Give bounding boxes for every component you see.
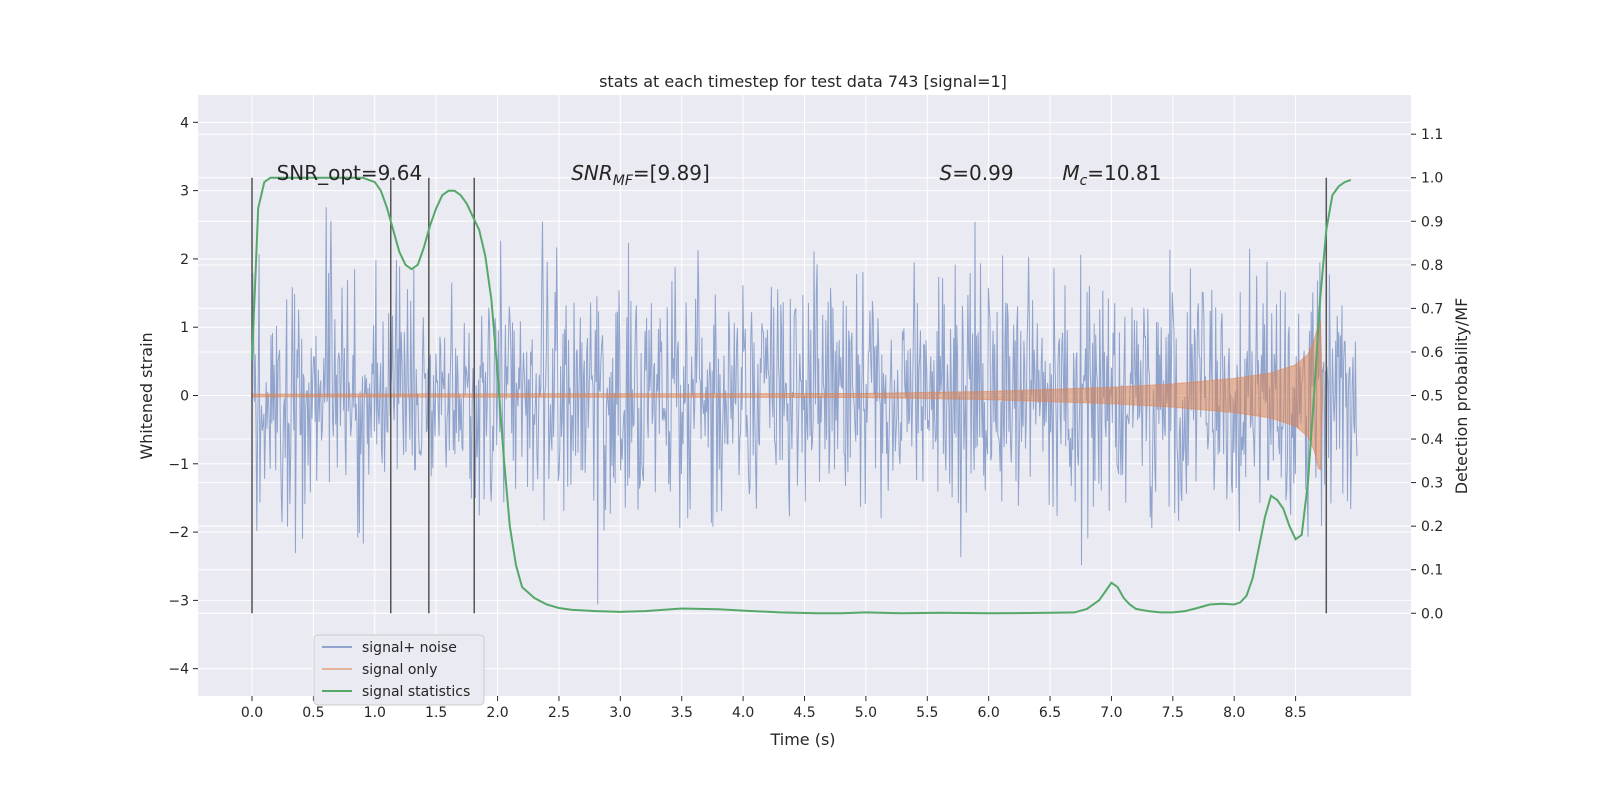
x-tick-label-5: 2.5 <box>548 705 570 721</box>
y2-tick-label-4: 0.7 <box>1421 301 1443 317</box>
y-tick-label-3: 1 <box>180 320 189 336</box>
y2-axis-label: Detection probability/MF <box>1452 298 1471 495</box>
y2-tick-label-5: 0.6 <box>1421 345 1443 361</box>
legend-label-signal-only: signal only <box>362 662 437 678</box>
annotation-3: Mc=10.81 <box>1062 161 1161 189</box>
x-tick-label-10: 5.0 <box>855 705 877 721</box>
signal-only-series <box>251 320 1324 471</box>
annotation-1: SNRMF=[9.89] <box>571 161 710 189</box>
legend-box <box>313 634 485 706</box>
x-axis-label: Time (s) <box>769 730 835 749</box>
x-tick-label-12: 6.0 <box>978 705 1000 721</box>
annotation-0: SNR_opt=9.64 <box>277 161 423 185</box>
y-tick-label-2: 2 <box>180 252 189 268</box>
y-tick-label-1: 3 <box>180 184 189 200</box>
legend-label-signal-noise: signal+ noise <box>362 640 457 656</box>
x-tick-label-14: 7.0 <box>1100 705 1122 721</box>
y2-tick-label-10: 0.1 <box>1421 563 1443 579</box>
y-tick-label-4: 0 <box>180 389 189 405</box>
y-axis-ticks: 4 3 2 1 0 −1 −2 −3 −4 <box>168 115 198 678</box>
x-tick-label-4: 2.0 <box>486 705 508 721</box>
x-tick-label-3: 1.5 <box>425 705 447 721</box>
signal-statistics-line <box>251 176 1352 615</box>
signal-only-band <box>251 320 1324 471</box>
y2-tick-label-9: 0.2 <box>1421 519 1443 535</box>
y-tick-label-7: −3 <box>168 593 189 609</box>
y-tick-label-8: −4 <box>168 662 189 678</box>
y-tick-label-5: −1 <box>168 457 189 473</box>
y2-tick-label-1: 1.0 <box>1421 171 1443 187</box>
marker-lines <box>251 177 1328 614</box>
y2-axis-ticks: 1.1 1.0 0.9 0.8 0.7 0.6 0.5 0.4 0.3 0.2 0.1 0.0 <box>1411 127 1443 622</box>
x-tick-label-15: 7.5 <box>1162 705 1184 721</box>
y-tick-label-0: 4 <box>180 115 189 131</box>
y2-tick-label-0: 1.1 <box>1421 127 1443 143</box>
y2-tick-label-2: 0.9 <box>1421 214 1443 230</box>
annotation-2: S=0.99 <box>940 161 1014 185</box>
x-tick-label-13: 6.5 <box>1039 705 1061 721</box>
x-tick-label-11: 5.5 <box>916 705 938 721</box>
y2-tick-label-11: 0.0 <box>1421 606 1443 622</box>
y2-tick-label-7: 0.4 <box>1421 432 1443 448</box>
x-axis-ticks: 0.0 0.5 1.0 1.5 2.0 2.5 3.0 3.5 4.0 4.5 5.0 5.5 6.0 6… <box>241 696 1307 721</box>
y-tick-label-6: −2 <box>168 525 189 541</box>
x-tick-label-7: 3.5 <box>671 705 693 721</box>
x-tick-label-0: 0.0 <box>241 705 263 721</box>
legend: signal+ noise signal only signal statist… <box>313 634 485 706</box>
chart-title: stats at each timestep for test data 743… <box>599 72 1007 91</box>
y-axis-label: Whitened strain <box>137 332 156 459</box>
annotations: SNR_opt=9.64 SNRMF=[9.89] S=0.99 Mc=10.81 <box>277 161 1162 189</box>
x-tick-label-8: 4.0 <box>732 705 754 721</box>
x-tick-label-2: 1.0 <box>364 705 386 721</box>
x-tick-label-16: 8.0 <box>1223 705 1245 721</box>
x-tick-label-1: 0.5 <box>302 705 324 721</box>
y2-tick-label-8: 0.3 <box>1421 476 1443 492</box>
legend-label-signal-statistics: signal statistics <box>362 684 470 700</box>
y2-tick-label-6: 0.5 <box>1421 389 1443 405</box>
y2-tick-label-3: 0.8 <box>1421 258 1443 274</box>
x-tick-label-17: 8.5 <box>1284 705 1306 721</box>
x-tick-label-6: 3.0 <box>609 705 631 721</box>
signal-statistics-series <box>251 176 1352 615</box>
x-tick-label-9: 4.5 <box>793 705 815 721</box>
